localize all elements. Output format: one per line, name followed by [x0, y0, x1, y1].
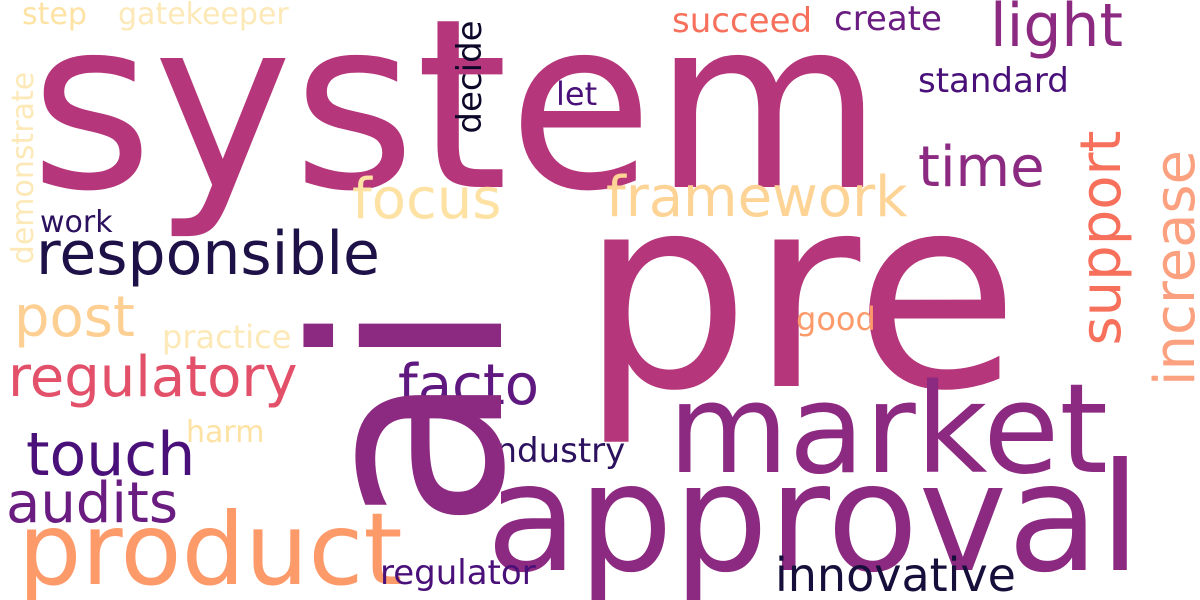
word-gatekeeper: gatekeeper — [118, 0, 289, 32]
word-facto: facto — [398, 353, 540, 418]
word-standard: standard — [918, 61, 1069, 101]
word-pre: pre — [580, 138, 1020, 450]
word-regulator: regulator — [380, 553, 536, 593]
word-step: step — [22, 0, 87, 32]
word-post: post — [14, 285, 135, 350]
word-ai: ai — [261, 299, 563, 531]
word-demonstrate: demonstrate — [6, 71, 41, 265]
word-product: product — [18, 491, 403, 600]
word-innovative: innovative — [775, 548, 1016, 600]
word-framework: framework — [606, 165, 908, 230]
word-practice: practice — [162, 318, 292, 356]
word-let: let — [556, 75, 598, 113]
word-audits: audits — [6, 471, 179, 536]
word-system: system — [30, 0, 884, 243]
word-responsible: responsible — [36, 219, 380, 289]
word-approval: approval — [486, 432, 1141, 600]
word-create: create — [834, 0, 942, 39]
word-harm: harm — [186, 415, 265, 450]
word-work: work — [40, 205, 113, 240]
word-time: time — [918, 135, 1045, 200]
word-increase: increase — [1143, 149, 1200, 387]
word-market: market — [668, 358, 1109, 502]
word-succeed: succeed — [672, 1, 813, 41]
word-focus: focus — [352, 167, 502, 232]
word-support: support — [1069, 130, 1134, 346]
word-good: good — [796, 300, 876, 338]
word-regulatory: regulatory — [8, 345, 298, 410]
word-touch: touch — [26, 420, 196, 490]
word-decide: decide — [450, 20, 490, 134]
word-light: light — [990, 0, 1123, 61]
word-industry: industry — [486, 431, 626, 471]
